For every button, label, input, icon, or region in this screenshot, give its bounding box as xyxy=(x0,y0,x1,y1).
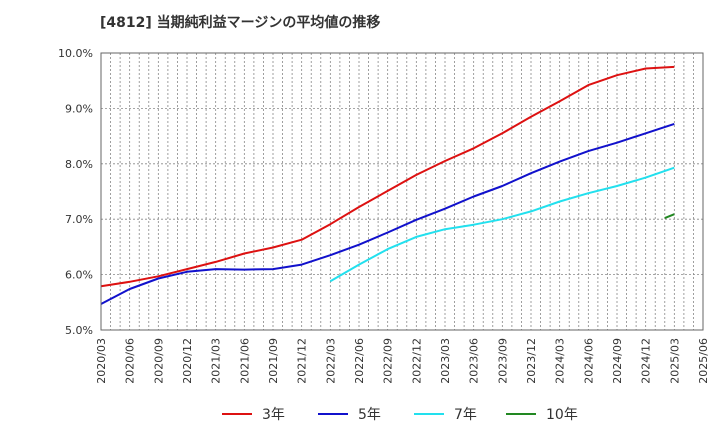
series-line-2 xyxy=(100,122,675,305)
grid-lines xyxy=(101,53,703,330)
x-tick-label: 2021/12 xyxy=(296,338,309,384)
y-tick-label: 7.0% xyxy=(65,213,93,226)
plot-frame xyxy=(100,52,704,331)
x-tick-label: 2023/03 xyxy=(439,338,452,384)
x-tick-label: 2025/03 xyxy=(668,338,681,384)
legend-label: 5年 xyxy=(358,407,381,423)
y-tick-label: 6.0% xyxy=(65,269,93,282)
legend-item: 10年 xyxy=(506,404,578,424)
x-tick-label: 2021/09 xyxy=(267,338,280,384)
x-tick-label: 2020/03 xyxy=(95,338,108,384)
x-tick-label: 2021/06 xyxy=(238,338,251,384)
x-tick-label: 2022/03 xyxy=(324,338,337,384)
legend-label: 7年 xyxy=(454,407,477,423)
y-tick-label: 10.0% xyxy=(58,47,93,60)
series-lines xyxy=(100,65,675,305)
y-tick-label: 9.0% xyxy=(65,102,93,115)
plot-background xyxy=(101,53,703,330)
legend-swatch xyxy=(222,413,252,415)
legend-item: 5年 xyxy=(318,404,381,424)
x-tick-label: 2023/09 xyxy=(496,338,509,384)
x-tick-label: 2020/12 xyxy=(181,338,194,384)
y-tick-label: 5.0% xyxy=(65,324,93,337)
x-tick-label: 2024/09 xyxy=(611,338,624,384)
legend-label: 3年 xyxy=(262,407,285,423)
chart-title: [4812] 当期純利益マージンの平均値の推移 xyxy=(100,15,381,31)
x-tick-label: 2022/09 xyxy=(382,338,395,384)
series-line-1 xyxy=(100,65,675,288)
legend: 3年 5年 7年 10年 xyxy=(0,404,720,426)
y-tick-label: 8.0% xyxy=(65,158,93,171)
legend-label: 10年 xyxy=(546,407,578,423)
x-tick-label: 2023/12 xyxy=(525,338,538,384)
x-tick-label: 2022/06 xyxy=(353,338,366,384)
x-tick-label: 2021/03 xyxy=(210,338,223,384)
legend-item: 3年 xyxy=(222,404,285,424)
x-tick-label: 2024/06 xyxy=(582,338,595,384)
x-tick-label: 2025/06 xyxy=(697,338,710,384)
legend-item: 7年 xyxy=(414,404,477,424)
series-line-4 xyxy=(664,213,675,220)
series-line-3 xyxy=(329,166,675,283)
x-tick-label: 2024/12 xyxy=(640,338,653,384)
plot-area xyxy=(101,53,703,330)
legend-swatch xyxy=(506,413,536,415)
x-tick-label: 2024/03 xyxy=(554,338,567,384)
x-tick-label: 2020/06 xyxy=(124,338,137,384)
x-tick-label: 2022/12 xyxy=(410,338,423,384)
axes: 5.0% 6.0% 7.0% 8.0% 9.0% 10.0% 2020/03 2020/06 2… xyxy=(58,47,710,384)
legend-swatch xyxy=(318,413,348,415)
x-tick-label: 2023/06 xyxy=(468,338,481,384)
x-tick-label: 2020/09 xyxy=(152,338,165,384)
legend-swatch xyxy=(414,413,444,415)
